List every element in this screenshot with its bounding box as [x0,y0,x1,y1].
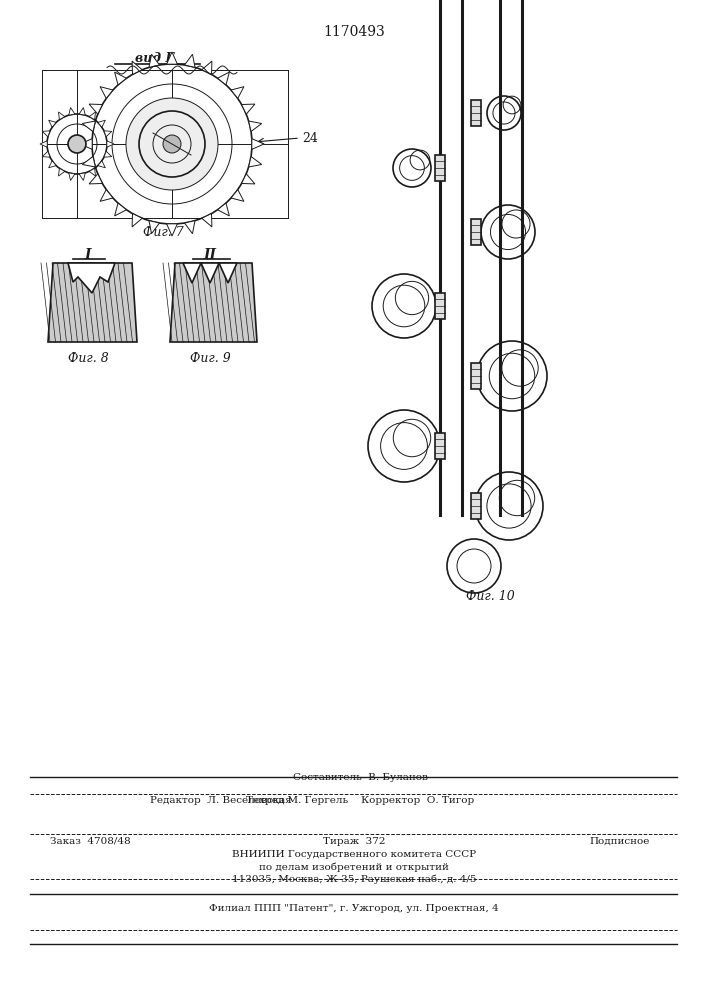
Polygon shape [107,141,114,147]
Polygon shape [218,72,229,85]
Polygon shape [42,151,50,157]
Polygon shape [201,214,212,227]
Polygon shape [98,161,105,168]
Polygon shape [79,108,86,115]
Text: по делам изобретений и открытий: по делам изобретений и открытий [259,862,449,871]
Polygon shape [104,151,112,157]
Polygon shape [79,173,86,180]
Text: 24: 24 [302,131,318,144]
Polygon shape [100,190,113,201]
Text: вид Г: вид Г [136,52,175,65]
Text: Подписное: Подписное [590,837,650,846]
Polygon shape [231,190,244,201]
Bar [471,493,481,519]
Polygon shape [89,174,103,184]
Polygon shape [167,52,177,64]
Polygon shape [98,120,105,127]
Bar [435,433,445,459]
Circle shape [126,98,218,190]
Text: Редактор  Л. Веселовская: Редактор Л. Веселовская [150,796,292,805]
Text: Филиал ППП "Патент", г. Ужгород, ул. Проектная, 4: Филиал ППП "Патент", г. Ужгород, ул. Про… [209,904,499,913]
Polygon shape [80,139,92,149]
Polygon shape [132,61,142,74]
Text: Техред М. Гергель    Корректор  О. Тигор: Техред М. Гергель Корректор О. Тигор [246,796,474,805]
Polygon shape [69,173,75,180]
Text: Фиг. 8: Фиг. 8 [68,352,108,365]
Text: 1170493: 1170493 [323,25,385,39]
Polygon shape [59,168,65,176]
Polygon shape [40,141,47,147]
Polygon shape [218,203,229,216]
Polygon shape [132,214,142,227]
Polygon shape [167,224,177,236]
Polygon shape [89,104,103,114]
Polygon shape [69,108,75,115]
Bar [471,100,481,126]
Text: Фиг. 7: Фиг. 7 [143,226,183,239]
Text: I: I [85,248,91,262]
Bar [471,219,481,245]
Text: Заказ  4708/48: Заказ 4708/48 [50,837,131,846]
Polygon shape [149,54,160,67]
Polygon shape [89,168,95,176]
Text: ВНИИПИ Государственного комитета СССР: ВНИИПИ Государственного комитета СССР [232,850,476,859]
Text: Фиг. 10: Фиг. 10 [466,590,515,603]
Polygon shape [249,121,262,131]
Polygon shape [48,263,137,342]
Polygon shape [242,174,255,184]
Polygon shape [89,112,95,120]
Text: Фиг. 9: Фиг. 9 [189,352,230,365]
Polygon shape [82,121,95,131]
Polygon shape [185,221,195,234]
Text: 113035, Москва, Ж-35, Раушская наб., д. 4/5: 113035, Москва, Ж-35, Раушская наб., д. … [232,874,477,884]
Circle shape [163,135,181,153]
Polygon shape [49,161,56,168]
Polygon shape [115,72,127,85]
Polygon shape [231,87,244,98]
Text: Тираж  372: Тираж 372 [323,837,385,846]
Circle shape [68,135,86,153]
Polygon shape [201,263,219,283]
Polygon shape [201,61,212,74]
Polygon shape [42,131,50,137]
Polygon shape [185,54,195,67]
Polygon shape [82,157,95,167]
Polygon shape [170,263,257,342]
Bar [435,293,445,319]
Polygon shape [68,263,115,293]
Polygon shape [149,221,160,234]
Text: Составитель  В. Буланов: Составитель В. Буланов [293,773,428,782]
Polygon shape [100,87,113,98]
Polygon shape [249,157,262,167]
Polygon shape [183,263,201,283]
Polygon shape [242,104,255,114]
Text: II: II [204,248,216,262]
Bar [471,363,481,389]
Polygon shape [219,263,237,283]
Polygon shape [115,203,127,216]
Bar [435,155,445,181]
Polygon shape [252,139,264,149]
Polygon shape [104,131,112,137]
Polygon shape [59,112,65,120]
Polygon shape [49,120,56,127]
